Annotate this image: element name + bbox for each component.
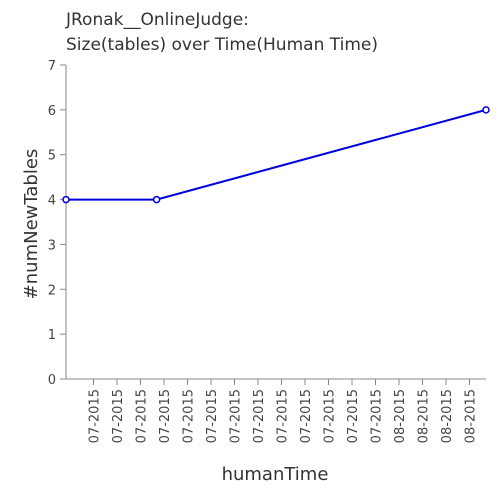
y-tick-label: 5 [48, 149, 56, 164]
x-axis-label: humanTime [222, 464, 329, 485]
y-tick-label: 1 [48, 328, 56, 343]
x-tick-label: 07-2015 [229, 389, 244, 443]
x-tick-label: 08-2015 [417, 389, 432, 443]
x-tick-label: 07-2015 [205, 389, 220, 443]
chart-title: JRonak__OnlineJudge: [65, 10, 249, 30]
series-layer [62, 106, 490, 204]
y-tick-label: 7 [48, 59, 56, 74]
data-point [482, 106, 490, 114]
x-tick-label: 07-2015 [182, 389, 197, 443]
x-axis: 07-2015 07-2015 07-2015 07-2015 07-2015 07-20… [66, 378, 486, 443]
y-axis-label: #numNewTables [21, 149, 42, 300]
x-tick-label: 07-2015 [252, 389, 267, 443]
x-tick-label: 07-2015 [346, 389, 361, 443]
y-tick-label: 6 [48, 104, 56, 119]
y-tick-label: 2 [48, 283, 56, 298]
x-tick-label: 07-2015 [158, 389, 173, 443]
x-tick-label: 07-2015 [111, 389, 126, 443]
data-point [152, 195, 161, 204]
chart-subtitle: Size(tables) over Time(Human Time) [66, 35, 378, 55]
y-axis: 0 1 2 3 4 5 6 7 [48, 59, 67, 388]
x-tick-label: 08-2015 [464, 389, 479, 443]
y-tick-label: 4 [48, 194, 56, 209]
x-tick-label: 07-2015 [299, 389, 314, 443]
x-tick-label: 08-2015 [440, 389, 455, 443]
series-line [66, 108, 487, 201]
x-tick-label: 07-2015 [370, 389, 385, 443]
x-tick-label: 07-2015 [135, 389, 150, 443]
x-tick-label: 08-2015 [393, 389, 408, 443]
x-tick-label: 07-2015 [276, 389, 291, 443]
y-tick-label: 0 [48, 373, 56, 388]
y-tick-label: 3 [48, 238, 56, 253]
x-tick-label: 07-2015 [323, 389, 338, 443]
data-point [62, 195, 70, 204]
x-tick-label: 07-2015 [88, 389, 103, 443]
